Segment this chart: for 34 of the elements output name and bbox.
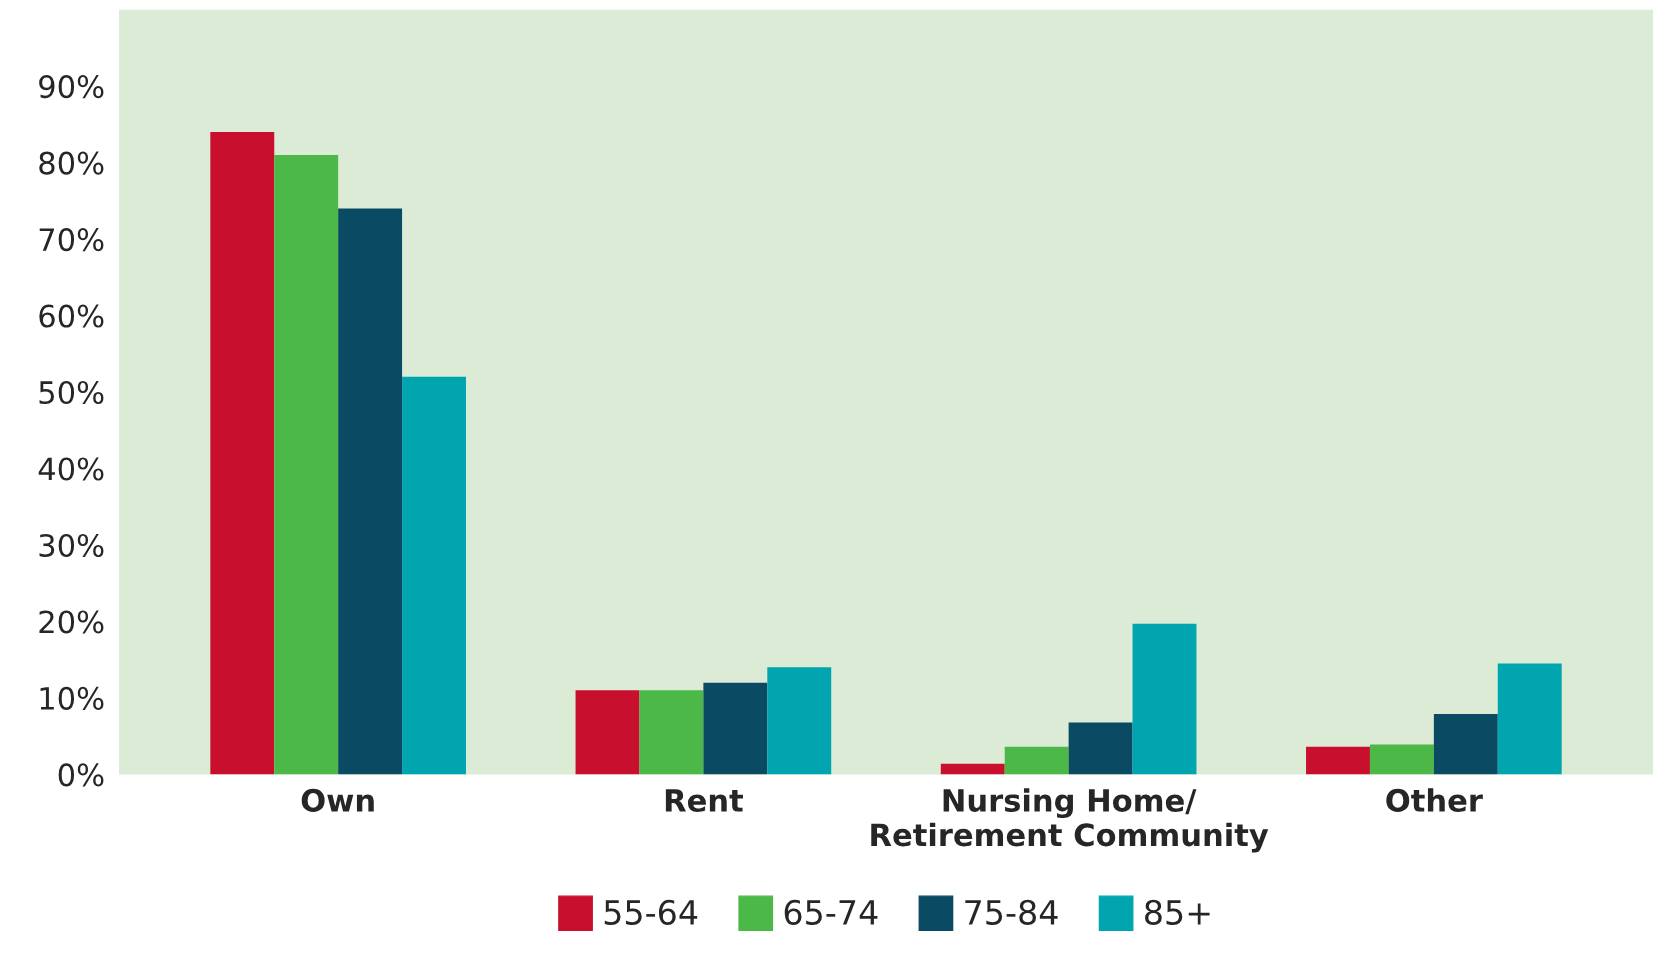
bar	[703, 682, 768, 775]
x-tick-label: Rent	[665, 789, 743, 812]
y-tick-label: 10%	[40, 686, 104, 710]
bar	[210, 132, 275, 775]
legend-label: 85+	[1145, 899, 1210, 925]
x-tick-label: Nursing Home/ Retirement Community	[871, 788, 1269, 853]
bar	[1004, 746, 1069, 775]
bar	[274, 154, 339, 775]
bar	[402, 376, 466, 775]
bar	[338, 208, 403, 775]
y-tick-label: 60%	[39, 304, 104, 328]
y-tick-label: 30%	[39, 533, 104, 558]
y-tick-label: 80%	[39, 151, 104, 175]
legend-label: 55-64	[604, 899, 698, 925]
x-tick-label: Own	[301, 788, 374, 812]
bar	[1369, 744, 1434, 775]
y-tick-label: 40%	[38, 457, 104, 481]
bar	[767, 667, 832, 775]
bar	[1068, 722, 1133, 775]
y-tick-label: 20%	[39, 610, 104, 634]
legend-label: 75-84	[965, 899, 1058, 925]
bar	[1306, 746, 1370, 775]
x-tick-label: Other	[1386, 788, 1483, 812]
bar	[1132, 623, 1197, 775]
y-tick-label: 70%	[39, 228, 104, 252]
bar	[940, 763, 1005, 775]
y-tick-label: 50%	[39, 380, 104, 405]
bar	[639, 690, 704, 775]
bar	[575, 690, 640, 775]
y-tick-label: 90%	[39, 75, 104, 99]
bar	[1497, 663, 1562, 775]
bar	[1433, 713, 1498, 775]
y-tick-label: 0%	[58, 763, 104, 787]
legend-label: 65-74	[784, 899, 878, 925]
